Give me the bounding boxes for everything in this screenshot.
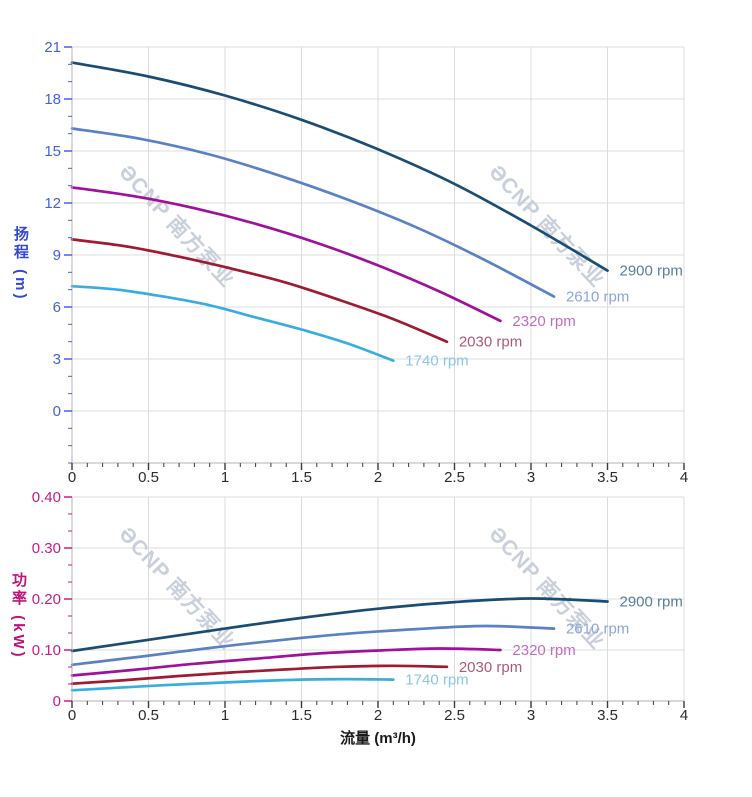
power-vs-flow-curve-2610-rpm	[70, 624, 556, 667]
head-vs-flow-curve-2030-rpm	[70, 238, 449, 344]
head-vs-flow-curve-label-2900-rpm: 2900 rpm	[620, 263, 683, 280]
power-axis-title: 功率 (kW)	[10, 572, 27, 660]
y-tick-label: 0	[53, 693, 61, 710]
y-tick-label: 12	[44, 195, 61, 212]
y-tick-label: 6	[53, 299, 61, 316]
power-vs-flow-curve-label-2900-rpm: 2900 rpm	[620, 594, 683, 611]
x-tick-label: 0.5	[138, 469, 159, 486]
x-tick-label: 2.5	[444, 707, 465, 724]
x-tick-label: 4	[680, 469, 688, 486]
power-vs-flow-curve-label-2030-rpm: 2030 rpm	[459, 659, 522, 676]
x-tick-label: 3	[527, 469, 535, 486]
y-tick-label: 18	[44, 91, 61, 108]
y-tick-label: 0.40	[32, 489, 61, 506]
power-vs-flow-curve-2320-rpm	[70, 647, 502, 677]
head-axis-title: 扬程 (m)	[12, 226, 29, 302]
x-tick-label: 3.5	[597, 707, 618, 724]
x-tick-label: 3	[527, 707, 535, 724]
head-vs-flow-curve-2900-rpm	[70, 61, 609, 272]
head-vs-flow-curve-label-2030-rpm: 2030 rpm	[459, 334, 522, 351]
y-tick-label: 21	[44, 39, 61, 56]
cnp-watermark: ƏCNP 南方泵业	[484, 160, 609, 292]
head-vs-flow-curve-1740-rpm	[70, 284, 395, 363]
y-tick-label: 0.20	[32, 591, 61, 608]
y-tick-label: 3	[53, 351, 61, 368]
power-vs-flow-curve-label-1740-rpm: 1740 rpm	[405, 672, 468, 689]
x-tick-label: 1.5	[291, 707, 312, 724]
y-tick-label: 0	[53, 403, 61, 420]
y-tick-label: 0.30	[32, 540, 61, 557]
head-vs-flow-curve-2610-rpm	[70, 127, 556, 298]
head-vs-flow-curve-label-2610-rpm: 2610 rpm	[566, 289, 629, 306]
flow-axis-title: 流量 (m³/h)	[340, 730, 416, 747]
x-tick-label: 0	[68, 469, 76, 486]
y-tick-label: 9	[53, 247, 61, 264]
x-tick-label: 1	[221, 707, 229, 724]
y-tick-label: 15	[44, 143, 61, 160]
power-vs-flow-curve-label-2610-rpm: 2610 rpm	[566, 621, 629, 638]
power-vs-flow-curve-label-2320-rpm: 2320 rpm	[512, 642, 575, 659]
x-tick-label: 2.5	[444, 469, 465, 486]
head-vs-flow-curve-label-1740-rpm: 1740 rpm	[405, 353, 468, 370]
cnp-watermark: ƏCNP 南方泵业	[114, 160, 239, 292]
x-tick-label: 2	[374, 707, 382, 724]
y-tick-label: 0.10	[32, 642, 61, 659]
cnp-watermark: ƏCNP 南方泵业	[114, 522, 239, 654]
x-tick-label: 0	[68, 707, 76, 724]
head-vs-flow-curve-label-2320-rpm: 2320 rpm	[512, 313, 575, 330]
x-tick-label: 0.5	[138, 707, 159, 724]
head-vs-flow-curve-2320-rpm	[70, 186, 502, 323]
x-tick-label: 3.5	[597, 469, 618, 486]
power-vs-flow-curve-2900-rpm	[70, 597, 609, 653]
power-vs-flow-curve-2030-rpm	[70, 664, 449, 686]
x-tick-label: 1.5	[291, 469, 312, 486]
x-tick-label: 1	[221, 469, 229, 486]
power-vs-flow-curve-1740-rpm	[70, 677, 395, 692]
x-tick-label: 2	[374, 469, 382, 486]
x-tick-label: 4	[680, 707, 688, 724]
